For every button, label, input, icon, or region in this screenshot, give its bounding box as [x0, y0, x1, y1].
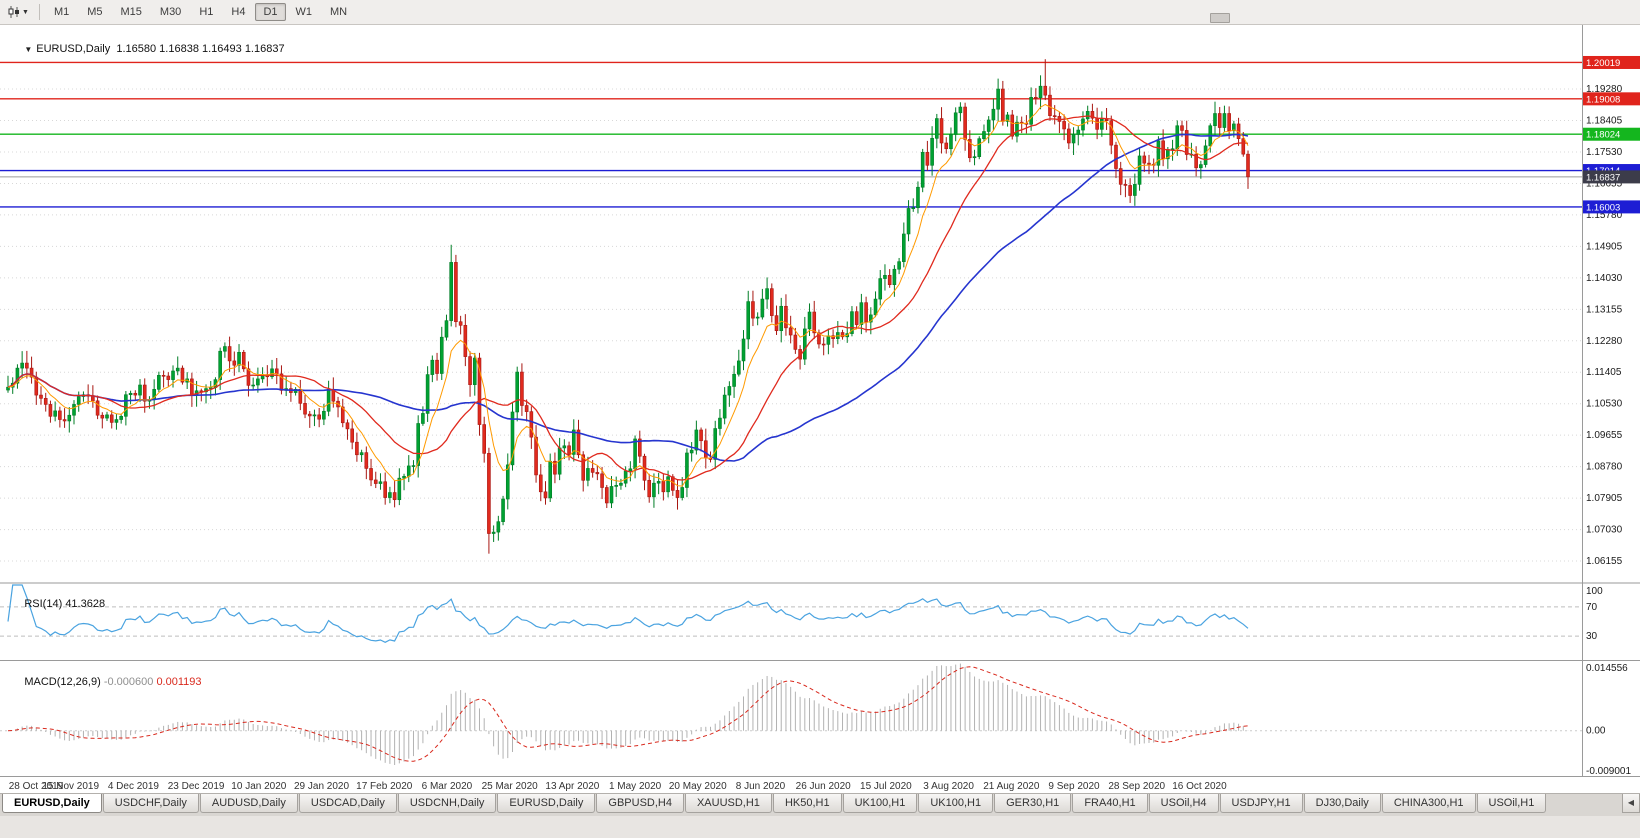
chart-tab-usdcad-daily[interactable]: USDCAD,Daily [298, 794, 397, 813]
symbol-period-label: EURUSD,Daily [36, 43, 111, 55]
svg-text:1.16003: 1.16003 [1586, 202, 1620, 213]
svg-text:4 Dec 2019: 4 Dec 2019 [108, 781, 160, 792]
svg-text:1.12280: 1.12280 [1586, 336, 1623, 347]
svg-text:6 Mar 2020: 6 Mar 2020 [422, 781, 473, 792]
chart-tab-usdjpy-h1[interactable]: USDJPY,H1 [1219, 794, 1303, 813]
svg-text:1.16655: 1.16655 [1586, 178, 1623, 189]
svg-text:1.14905: 1.14905 [1586, 241, 1623, 252]
rsi-value: 41.3628 [65, 598, 106, 610]
chart-tabs-bar: EURUSD,Daily USDCHF,Daily AUDUSD,Daily USDC… [0, 793, 1640, 816]
svg-text:1.13155: 1.13155 [1586, 304, 1623, 315]
svg-text:1.16837: 1.16837 [1586, 172, 1620, 183]
svg-text:26 Jun 2020: 26 Jun 2020 [796, 781, 851, 792]
svg-text:1.06155: 1.06155 [1586, 556, 1623, 567]
timeframe-toolbar: ▼ M1 M5 M15 M30 H1 H4 D1 W1 MN [0, 0, 1640, 25]
candlestick-chart-icon [8, 6, 19, 18]
macd-signal-value: 0.001193 [156, 676, 202, 688]
timeframe-button-h4[interactable]: H4 [231, 6, 246, 18]
ohlc-values: 1.16580 1.16838 1.16493 1.16837 [116, 43, 285, 55]
chart-tab-ger30-h1[interactable]: GER30,H1 [994, 794, 1072, 813]
chart-tab-uk100-h1[interactable]: UK100,H1 [842, 794, 918, 813]
toolbar-separator [38, 4, 40, 20]
chart-tab-china300-h1[interactable]: CHINA300,H1 [1381, 794, 1476, 813]
svg-text:1.07030: 1.07030 [1586, 525, 1623, 536]
chart-tab-fra40-h1[interactable]: FRA40,H1 [1072, 794, 1148, 813]
svg-text:1.19008: 1.19008 [1586, 94, 1620, 105]
svg-text:20 May 2020: 20 May 2020 [669, 781, 727, 792]
chart-tab-audusd-daily[interactable]: AUDUSD,Daily [199, 794, 298, 813]
timeframe-button-d1[interactable]: D1 [255, 3, 286, 21]
svg-text:0.014556: 0.014556 [1586, 663, 1628, 674]
svg-text:1.18024: 1.18024 [1586, 130, 1620, 141]
chart-tab-eurusd-daily[interactable]: EURUSD,Daily [497, 794, 596, 813]
chart-area: 1.19280 1.18405 1.17530 1.16655 1.15780 1.149… [0, 25, 1640, 793]
svg-text:16 Oct 2020: 16 Oct 2020 [1172, 781, 1227, 792]
timeframe-button-m30[interactable]: M30 [159, 6, 182, 18]
chart-hscroll-thumb[interactable] [1210, 13, 1230, 23]
svg-text:15 Jul 2020: 15 Jul 2020 [860, 781, 912, 792]
svg-text:15 Nov 2019: 15 Nov 2019 [42, 781, 99, 792]
chart-type-button[interactable]: ▼ [4, 3, 32, 21]
chart-tab-uk100-h1[interactable]: UK100,H1 [918, 794, 994, 813]
macd-pane-header: MACD(12,26,9) -0.000600 0.001193 [6, 664, 202, 700]
svg-text:10 Jan 2020: 10 Jan 2020 [231, 781, 286, 792]
svg-text:29 Jan 2020: 29 Jan 2020 [294, 781, 349, 792]
rsi-pane-header: RSI(14) 41.3628 [6, 586, 105, 622]
timeframe-button-w1[interactable]: W1 [295, 6, 313, 18]
svg-text:100: 100 [1586, 586, 1603, 597]
svg-text:8 Jun 2020: 8 Jun 2020 [736, 781, 786, 792]
chart-tab-usdchf-daily[interactable]: USDCHF,Daily [102, 794, 199, 813]
svg-text:1.15780: 1.15780 [1586, 210, 1623, 221]
svg-text:3 Aug 2020: 3 Aug 2020 [923, 781, 974, 792]
svg-text:0.00: 0.00 [1586, 726, 1606, 737]
rsi-indicator-label: RSI(14) [24, 598, 63, 610]
svg-text:28 Sep 2020: 28 Sep 2020 [1108, 781, 1165, 792]
chart-tab-eurusd-daily[interactable]: EURUSD,Daily [2, 794, 102, 813]
svg-text:70: 70 [1586, 602, 1598, 613]
timeframe-button-m1[interactable]: M1 [53, 6, 70, 18]
svg-text:1.17530: 1.17530 [1586, 147, 1623, 158]
chart-tab-dj30-daily[interactable]: DJ30,Daily [1303, 794, 1381, 813]
svg-text:-0.009001: -0.009001 [1586, 766, 1631, 777]
svg-text:1.10530: 1.10530 [1586, 399, 1623, 410]
svg-text:1.14030: 1.14030 [1586, 273, 1623, 284]
svg-text:1.11405: 1.11405 [1586, 367, 1622, 378]
macd-indicator-label: MACD(12,26,9) [24, 676, 101, 688]
svg-text:23 Dec 2019: 23 Dec 2019 [168, 781, 225, 792]
svg-text:1.07905: 1.07905 [1586, 493, 1623, 504]
svg-text:9 Sep 2020: 9 Sep 2020 [1048, 781, 1100, 792]
timeframe-button-m15[interactable]: M15 [120, 6, 142, 18]
tabs-scroll-left-button[interactable]: ◀ [1622, 794, 1640, 813]
timeframe-toolbar-buttons: M1 M5 M15 M30 H1 H4 D1 W1 MN [45, 3, 356, 21]
svg-text:1.19280: 1.19280 [1586, 84, 1623, 95]
chart-type-dropdown-caret: ▼ [22, 8, 29, 16]
chart-tab-usdcnh-daily[interactable]: USDCNH,Daily [397, 794, 497, 813]
svg-text:21 Aug 2020: 21 Aug 2020 [983, 781, 1040, 792]
chart-tab-xauusd-h1[interactable]: XAUUSD,H1 [684, 794, 772, 813]
svg-text:17 Feb 2020: 17 Feb 2020 [356, 781, 413, 792]
chart-tab-hk50-h1[interactable]: HK50,H1 [772, 794, 842, 813]
svg-text:28 Oct 2019: 28 Oct 2019 [9, 781, 64, 792]
svg-text:13 Apr 2020: 13 Apr 2020 [545, 781, 599, 792]
svg-text:25 Mar 2020: 25 Mar 2020 [482, 781, 539, 792]
timeframe-button-h1[interactable]: H1 [199, 6, 214, 18]
macd-main-value: -0.000600 [103, 676, 154, 688]
svg-text:1.08780: 1.08780 [1586, 462, 1623, 473]
price-chart-svg[interactable]: 1.19280 1.18405 1.17530 1.16655 1.15780 1.149… [0, 25, 1640, 793]
timeframe-button-mn[interactable]: MN [330, 6, 348, 18]
chart-tab-usoil-h1[interactable]: USOil,H1 [1476, 794, 1547, 813]
chart-tab-gbpusd-h4[interactable]: GBPUSD,H4 [596, 794, 684, 813]
svg-text:1 May 2020: 1 May 2020 [609, 781, 662, 792]
svg-text:1.20019: 1.20019 [1586, 58, 1620, 69]
window-footer [0, 816, 1640, 838]
timeframe-button-m5[interactable]: M5 [87, 6, 103, 18]
svg-text:30: 30 [1586, 631, 1598, 642]
main-pane-header: ▼ EURUSD,Daily 1.16580 1.16838 1.16493 1.… [6, 31, 285, 67]
svg-text:1.18405: 1.18405 [1586, 116, 1623, 127]
svg-text:1.09655: 1.09655 [1586, 430, 1623, 441]
chart-tab-usoil-h4[interactable]: USOil,H4 [1148, 794, 1219, 813]
symbol-dropdown-icon[interactable]: ▼ [24, 45, 33, 54]
